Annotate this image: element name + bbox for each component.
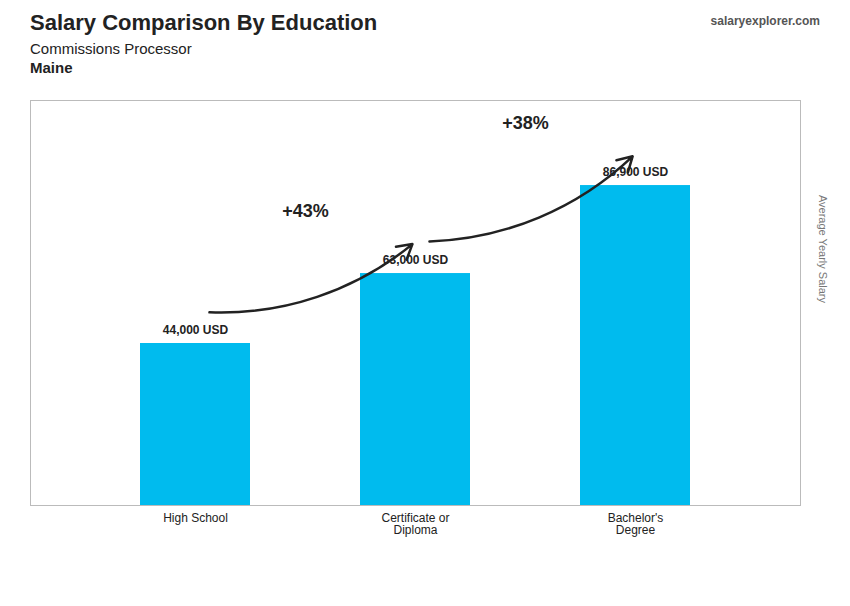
html-text:Salary Comparison By Education: Salary Comparison By Education xyxy=(30,10,378,35)
svg-text:+43%: +43% xyxy=(282,201,329,221)
html-text:salaryexplorer.com: salaryexplorer.com xyxy=(710,14,820,28)
svg-text:Bachelor'sDegree: Bachelor'sDegree xyxy=(608,511,664,537)
svg-text:63,000 USD: 63,000 USD xyxy=(383,253,449,267)
svg-text:44,000 USD: 44,000 USD xyxy=(163,323,229,337)
svg-text:+38%: +38% xyxy=(502,113,549,133)
svg-text:High School: High School xyxy=(163,511,228,525)
svg-text:86,900 USD: 86,900 USD xyxy=(603,165,669,179)
html-text:Commissions Processor: Commissions Processor xyxy=(30,40,192,57)
svg-text:Certificate orDiploma: Certificate orDiploma xyxy=(381,511,449,537)
svg-text:Average Yearly Salary: Average Yearly Salary xyxy=(817,195,829,304)
html-text:Maine: Maine xyxy=(30,59,73,76)
